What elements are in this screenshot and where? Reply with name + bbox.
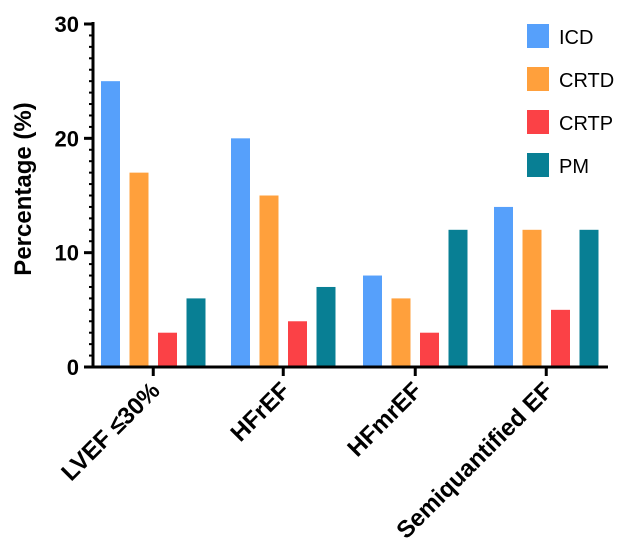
bar-crtd-1 — [259, 195, 279, 367]
legend-swatch-crtd — [527, 67, 549, 91]
x-category-label: HFmrEF — [342, 377, 427, 462]
x-category-label: HFrEF — [225, 377, 295, 447]
bar-crtp-2 — [420, 332, 439, 367]
bar-icd-2 — [363, 275, 382, 367]
bar-icd-0 — [101, 81, 120, 368]
legend-swatch-crtp — [527, 110, 549, 134]
x-category-label: LVEF ≤30% — [56, 377, 165, 486]
bar-crtd-3 — [522, 229, 542, 367]
bar-crtp-0 — [158, 332, 177, 367]
y-axis-title: Percentage (%) — [10, 102, 37, 275]
bar-crtp-1 — [288, 321, 307, 367]
bar-crtp-3 — [551, 309, 570, 367]
bar-icd-1 — [231, 138, 250, 367]
legend-label-pm: PM — [559, 156, 589, 178]
y-tick-label: 30 — [55, 12, 79, 37]
legend-swatch-icd — [527, 24, 549, 48]
bar-pm-0 — [186, 298, 206, 367]
y-tick-label: 20 — [55, 126, 79, 151]
y-tick-label: 10 — [55, 241, 79, 266]
bar-crtd-0 — [129, 172, 149, 367]
legend-label-crtp: CRTP — [559, 113, 613, 135]
legend-swatch-pm — [527, 153, 549, 177]
bar-icd-3 — [494, 206, 513, 367]
bar-pm-1 — [316, 286, 336, 367]
bar-crtd-2 — [391, 298, 411, 367]
bar-pm-3 — [579, 229, 599, 367]
legend-label-icd: ICD — [559, 27, 593, 49]
bar-pm-2 — [448, 229, 468, 367]
y-tick-label: 0 — [67, 355, 79, 380]
legend-label-crtd: CRTD — [559, 70, 614, 92]
